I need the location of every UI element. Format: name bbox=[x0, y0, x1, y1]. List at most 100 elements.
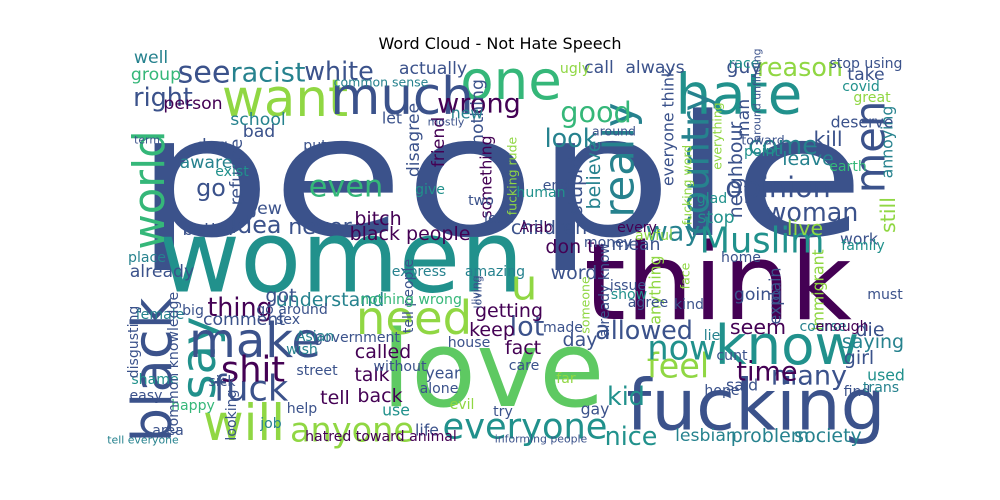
word-time: time bbox=[736, 357, 797, 388]
word-word: word bbox=[551, 262, 598, 284]
word-try: try bbox=[493, 404, 513, 420]
word-home: home bbox=[721, 250, 761, 266]
word-go: go bbox=[196, 174, 226, 202]
word-white: white bbox=[304, 56, 374, 86]
word-trans: trans bbox=[863, 380, 899, 396]
word-everyone-think: everyone think bbox=[659, 67, 678, 186]
word-back: back bbox=[357, 385, 402, 407]
word-express: express bbox=[392, 264, 447, 280]
word-still: still bbox=[876, 197, 900, 233]
word-dog: dog bbox=[196, 136, 229, 156]
word-already: already bbox=[130, 262, 195, 282]
word-around-unfinding: around unfinding bbox=[751, 48, 764, 141]
word-muslim: Muslim bbox=[700, 221, 825, 262]
word-term: term bbox=[134, 134, 160, 147]
word-black-people: black people bbox=[350, 223, 471, 245]
word-nice: nice bbox=[605, 421, 658, 451]
word-man: man bbox=[734, 99, 754, 137]
word-nothing: nothing bbox=[468, 79, 488, 145]
word-kind: kind bbox=[674, 297, 704, 313]
word-right: right bbox=[133, 82, 193, 112]
word-guy: guy bbox=[726, 56, 761, 78]
word-toward: toward bbox=[741, 133, 784, 148]
word-friend: friend bbox=[429, 117, 449, 168]
word-see: see bbox=[177, 56, 230, 91]
word-someone: someone bbox=[578, 276, 593, 334]
word-use: use bbox=[382, 401, 410, 420]
word-work: work bbox=[840, 230, 879, 249]
word-go-around: go around bbox=[256, 302, 328, 318]
word-covid: covid bbox=[842, 79, 880, 95]
word-exist: exist bbox=[215, 164, 249, 180]
word-area: area bbox=[152, 423, 183, 439]
word-leave: leave bbox=[782, 148, 834, 170]
word-way: way bbox=[646, 217, 701, 248]
word-say: say bbox=[171, 317, 227, 400]
word-disagree: disagree bbox=[404, 103, 424, 177]
word-always: always bbox=[625, 58, 684, 78]
word-put: put bbox=[303, 138, 327, 154]
word-used: used bbox=[867, 366, 905, 385]
word-women: women bbox=[158, 199, 523, 316]
word-tell-everyone: tell everyone bbox=[107, 434, 179, 447]
word-life: life bbox=[415, 421, 439, 440]
word-kill: kill bbox=[813, 127, 842, 151]
word-everything: everything bbox=[710, 102, 725, 169]
word-fucking-rude: fucking rude bbox=[505, 136, 520, 215]
word-everyone: everyone bbox=[443, 407, 608, 448]
word-alone: alone bbox=[420, 381, 459, 397]
word-look: look bbox=[545, 123, 598, 153]
word-show: show bbox=[611, 287, 647, 303]
word-good: good bbox=[560, 95, 632, 129]
word-big: big bbox=[182, 303, 204, 319]
word-love: love bbox=[381, 308, 604, 432]
word-don-t: don t bbox=[545, 236, 594, 258]
word-ugly: ugly bbox=[560, 61, 590, 77]
word-well: well bbox=[134, 48, 168, 68]
word-girl: girl bbox=[844, 347, 874, 369]
word-anyone: anyone bbox=[290, 411, 414, 450]
word-hate: hate bbox=[676, 63, 803, 128]
word-much: much bbox=[330, 67, 473, 127]
word-two: two bbox=[468, 193, 494, 209]
word-woman: woman bbox=[766, 197, 859, 227]
word-lot: lot bbox=[510, 312, 545, 343]
word-immigrant: immigrant bbox=[809, 249, 828, 330]
word-jew: Jew bbox=[251, 199, 282, 219]
word-every: every bbox=[617, 220, 657, 236]
word-racist: racist bbox=[231, 58, 306, 89]
word-getting: getting bbox=[475, 300, 543, 322]
word-aware: aware bbox=[180, 153, 233, 173]
word-common-sense: common sense bbox=[334, 75, 429, 90]
word-stop-using: stop using bbox=[830, 56, 903, 72]
word-children: children bbox=[511, 217, 587, 239]
word-tell-people: tell people bbox=[401, 259, 417, 333]
word-agree: agree bbox=[628, 295, 668, 311]
word-one: one bbox=[460, 48, 562, 112]
word-day: day bbox=[563, 329, 598, 351]
word-live: live bbox=[787, 216, 823, 240]
word-living: living bbox=[470, 275, 483, 304]
word-got: got bbox=[265, 285, 296, 307]
word-thing: thing bbox=[207, 292, 272, 322]
word-easy: easy bbox=[130, 388, 163, 404]
word-deserve: deserve bbox=[831, 113, 894, 132]
word-fact: fact bbox=[505, 337, 541, 359]
word-annoying: annoying bbox=[878, 106, 897, 179]
word-really: really bbox=[595, 103, 644, 218]
word-issue: issue bbox=[610, 278, 646, 294]
word-think: think bbox=[584, 221, 852, 345]
word-person: person bbox=[163, 94, 222, 114]
word-fucking: fucking bbox=[626, 364, 885, 447]
word-money: money bbox=[584, 235, 632, 251]
word-seem: seem bbox=[730, 315, 786, 339]
word-family: family bbox=[841, 238, 885, 254]
word-new: new bbox=[451, 104, 484, 123]
word-bad: bad bbox=[243, 122, 276, 142]
word-evil: evil bbox=[450, 397, 475, 413]
word-human: human bbox=[516, 185, 565, 201]
word-give: give bbox=[415, 182, 445, 198]
word-awful: awful bbox=[635, 228, 673, 244]
word-looking: looking bbox=[224, 389, 240, 440]
